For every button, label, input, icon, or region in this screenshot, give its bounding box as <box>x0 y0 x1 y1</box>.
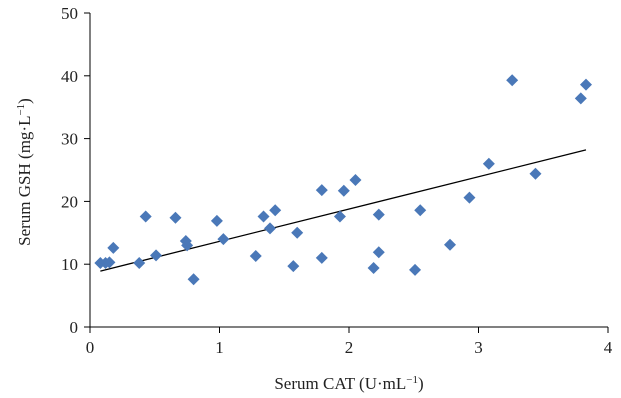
data-point-marker <box>349 174 362 187</box>
data-point-marker <box>287 260 300 273</box>
data-point-marker <box>372 246 385 259</box>
x-axis-label: Serum CAT (U·mL−1) <box>274 374 423 393</box>
data-point-marker <box>579 78 592 91</box>
data-point-marker <box>257 210 270 223</box>
x-axis-label-superscript: −1 <box>406 374 418 386</box>
x-tick-label: 0 <box>86 338 95 357</box>
data-point-marker <box>529 167 542 180</box>
y-axis-label: Serum GSH (mg·L−1) <box>15 98 34 246</box>
data-point-marker <box>372 208 385 221</box>
data-point-marker <box>103 256 116 269</box>
x-tick-label: 2 <box>345 338 354 357</box>
y-axis-label-close: ) <box>15 98 34 104</box>
y-axis-label-superscript: −1 <box>15 104 27 116</box>
axes <box>89 13 608 328</box>
data-point-marker <box>315 251 328 264</box>
trendline <box>100 149 587 272</box>
data-point-marker <box>217 233 230 246</box>
data-point-marker <box>414 204 427 217</box>
data-point-marker <box>367 261 380 274</box>
data-point-marker <box>181 239 194 252</box>
data-point-marker <box>107 241 120 254</box>
x-axis-label-text: Serum CAT (U·mL <box>274 374 406 393</box>
x-ticks: 0 1 2 3 4 <box>86 327 613 357</box>
data-point-marker <box>482 157 495 170</box>
data-point-marker <box>409 263 422 276</box>
data-point-marker <box>264 222 277 235</box>
x-tick-label: 4 <box>604 338 613 357</box>
data-point-marker <box>210 214 223 227</box>
y-axis-label-text: Serum GSH (mg·L <box>15 116 34 246</box>
data-point-marker <box>574 92 587 105</box>
data-point-marker <box>333 210 346 223</box>
x-tick-label: 1 <box>215 338 224 357</box>
y-ticks: 0 10 20 30 40 50 <box>61 4 90 337</box>
y-tick-label: 20 <box>61 192 78 211</box>
y-tick-label: 50 <box>61 4 78 23</box>
data-point-marker <box>249 250 262 263</box>
data-point-marker <box>315 184 328 197</box>
y-tick-label: 10 <box>61 255 78 274</box>
data-point-marker <box>133 256 146 269</box>
data-point-marker <box>169 211 182 224</box>
x-tick-label: 3 <box>474 338 483 357</box>
y-tick-label: 40 <box>61 67 78 86</box>
data-point-marker <box>444 238 457 251</box>
data-points <box>94 74 592 286</box>
x-axis-label-close: ) <box>418 374 424 393</box>
data-point-marker <box>337 184 350 197</box>
data-point-marker <box>506 74 519 87</box>
y-tick-label: 0 <box>70 318 79 337</box>
data-point-marker <box>291 226 304 239</box>
data-point-marker <box>139 210 152 223</box>
y-tick-label: 30 <box>61 130 78 149</box>
data-point-marker <box>463 191 476 204</box>
data-point-marker <box>269 204 282 217</box>
data-point-marker <box>150 249 163 262</box>
data-point-marker <box>187 273 200 286</box>
